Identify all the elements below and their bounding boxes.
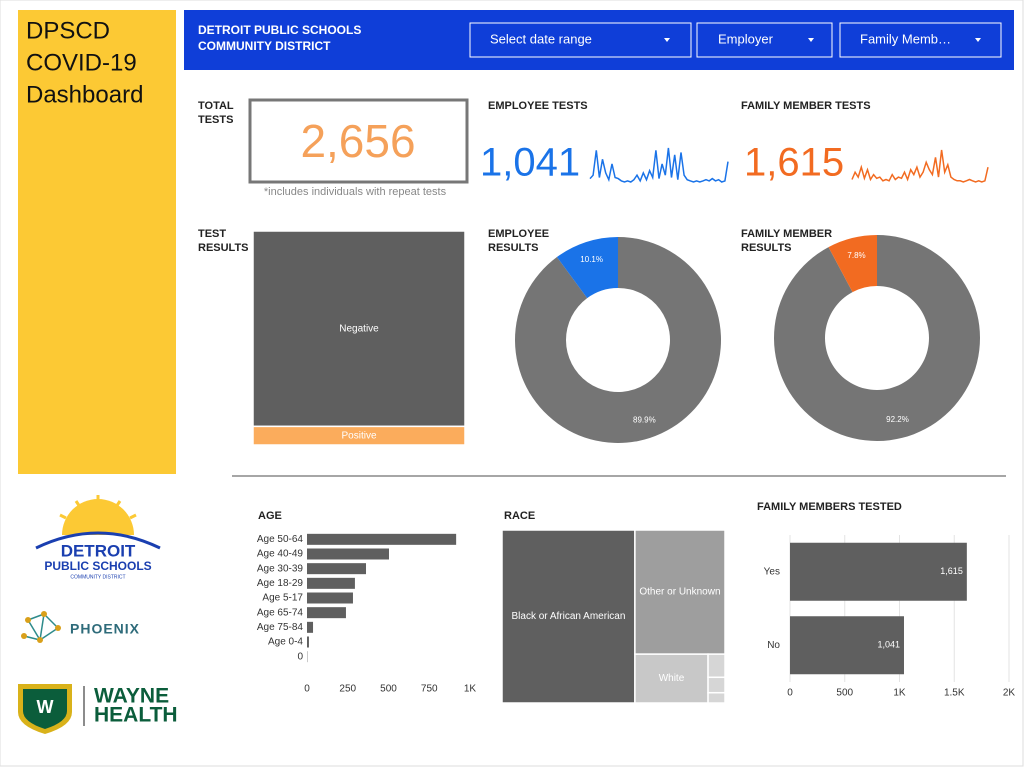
slice-label: 7.8% bbox=[847, 251, 865, 260]
y-tick-label: Age 0-4 bbox=[268, 637, 303, 648]
sidebar-title: DPSCD bbox=[26, 17, 110, 44]
sparkline bbox=[589, 147, 729, 183]
svg-text:W: W bbox=[37, 697, 54, 717]
cell-label: Positive bbox=[341, 430, 376, 441]
y-tick-label: Age 40-49 bbox=[257, 549, 304, 560]
x-tick-label: 2K bbox=[1003, 688, 1016, 699]
donut-slice bbox=[556, 237, 618, 299]
x-tick-label: 250 bbox=[339, 684, 356, 695]
detroit-logo: DETROIT PUBLIC SCHOOLS COMMUNITY DISTRIC… bbox=[35, 495, 161, 580]
cell-label: White bbox=[659, 673, 685, 684]
logo-text: DETROIT bbox=[61, 541, 136, 560]
filter-label: Family Memb… bbox=[860, 31, 951, 46]
kpi-label: TESTS bbox=[198, 114, 233, 126]
bar bbox=[790, 542, 967, 601]
kpi-label: TOTAL bbox=[198, 100, 234, 112]
wayne-logo: W WAYNE HEALTH bbox=[18, 684, 178, 734]
chart-title: RESULTS bbox=[741, 242, 792, 254]
logo-text: HEALTH bbox=[94, 704, 178, 727]
y-tick-label: Age 30-39 bbox=[257, 563, 304, 574]
header-title: COMMUNITY DISTRICT bbox=[198, 39, 331, 53]
employer-filter[interactable]: Employer bbox=[696, 22, 833, 58]
x-tick-label: 0 bbox=[304, 684, 310, 695]
treemap-cell bbox=[252, 425, 466, 446]
family-filter[interactable]: Family Memb… bbox=[839, 22, 1002, 58]
header-title: DETROIT PUBLIC SCHOOLS bbox=[198, 23, 361, 37]
y-tick-label: Yes bbox=[764, 566, 780, 577]
y-tick-label: No bbox=[767, 640, 780, 651]
filter-label: Select date range bbox=[490, 31, 592, 46]
slice-label: 89.9% bbox=[633, 415, 656, 424]
x-tick-label: 0 bbox=[787, 688, 793, 699]
y-tick-label: Age 75-84 bbox=[257, 622, 304, 633]
cell-label: Black or African American bbox=[511, 611, 625, 622]
bar bbox=[307, 548, 389, 560]
donut-slice bbox=[773, 235, 980, 441]
chart-title: FAMILY MEMBERS TESTED bbox=[757, 501, 902, 513]
chart-title: AGE bbox=[258, 510, 282, 522]
kpi-note: *includes individuals with repeat tests bbox=[264, 186, 447, 198]
kpi-label: FAMILY MEMBER TESTS bbox=[741, 100, 871, 112]
bar bbox=[307, 592, 353, 604]
phoenix-logo: PHOENIX bbox=[21, 611, 140, 643]
kpi-value: 2,656 bbox=[300, 115, 415, 167]
header-bar bbox=[184, 10, 1014, 70]
bar bbox=[307, 621, 314, 633]
chart-title: TEST bbox=[198, 228, 226, 240]
bar-label: 1,615 bbox=[940, 566, 963, 576]
chart-title: FAMILY MEMBER bbox=[741, 228, 832, 240]
filter-label: Employer bbox=[718, 31, 774, 46]
y-tick-label: Age 50-64 bbox=[257, 534, 304, 545]
bar bbox=[307, 636, 309, 648]
sidebar bbox=[18, 10, 176, 474]
x-tick-label: 500 bbox=[836, 688, 853, 699]
y-tick-label: Age 5-17 bbox=[262, 593, 303, 604]
chart-title: EMPLOYEE bbox=[488, 228, 549, 240]
slice-label: 10.1% bbox=[580, 255, 603, 264]
kpi-box bbox=[248, 98, 469, 184]
sidebar-title: Dashboard bbox=[26, 81, 143, 108]
kpi-label: EMPLOYEE TESTS bbox=[488, 100, 588, 112]
treemap-cell bbox=[252, 230, 466, 428]
treemap-cell bbox=[707, 676, 726, 694]
y-tick-label: Age 65-74 bbox=[257, 607, 304, 618]
cell-label: Other or Unknown bbox=[639, 587, 720, 598]
x-tick-label: 750 bbox=[421, 684, 438, 695]
logo-text: PHOENIX bbox=[70, 621, 140, 637]
bar bbox=[307, 577, 355, 589]
bar bbox=[790, 616, 904, 675]
sparkline bbox=[851, 149, 989, 183]
cell-label: Negative bbox=[339, 323, 379, 334]
bar-label: 1,041 bbox=[877, 640, 900, 650]
x-tick-label: 1.5K bbox=[944, 688, 965, 699]
logo-text: PUBLIC SCHOOLS bbox=[44, 559, 151, 573]
chart-title: RESULTS bbox=[488, 242, 539, 254]
logo-text: COMMUNITY DISTRICT bbox=[70, 574, 125, 580]
x-tick-label: 1K bbox=[464, 684, 477, 695]
sidebar-title: COVID-19 bbox=[26, 49, 137, 76]
chart-title: RACE bbox=[504, 510, 535, 522]
kpi-value: 1,615 bbox=[744, 141, 844, 185]
bar bbox=[307, 533, 457, 545]
x-tick-label: 1K bbox=[893, 688, 906, 699]
treemap-cell bbox=[634, 529, 726, 655]
slice-label: 92.2% bbox=[886, 415, 909, 424]
treemap-cell bbox=[707, 691, 726, 704]
kpi-value: 1,041 bbox=[480, 141, 580, 185]
treemap-cell bbox=[707, 653, 726, 679]
x-tick-label: 500 bbox=[380, 684, 397, 695]
chart-title: RESULTS bbox=[198, 242, 249, 254]
y-tick-label: 0 bbox=[297, 651, 303, 662]
y-tick-label: Age 18-29 bbox=[257, 578, 304, 589]
bar bbox=[307, 563, 367, 575]
donut-slice bbox=[828, 235, 877, 293]
logo-text: WAYNE bbox=[94, 685, 169, 708]
bar bbox=[307, 607, 346, 619]
donut-slice bbox=[514, 237, 721, 443]
treemap-cell bbox=[501, 529, 636, 704]
date-filter[interactable]: Select date range bbox=[469, 22, 692, 58]
